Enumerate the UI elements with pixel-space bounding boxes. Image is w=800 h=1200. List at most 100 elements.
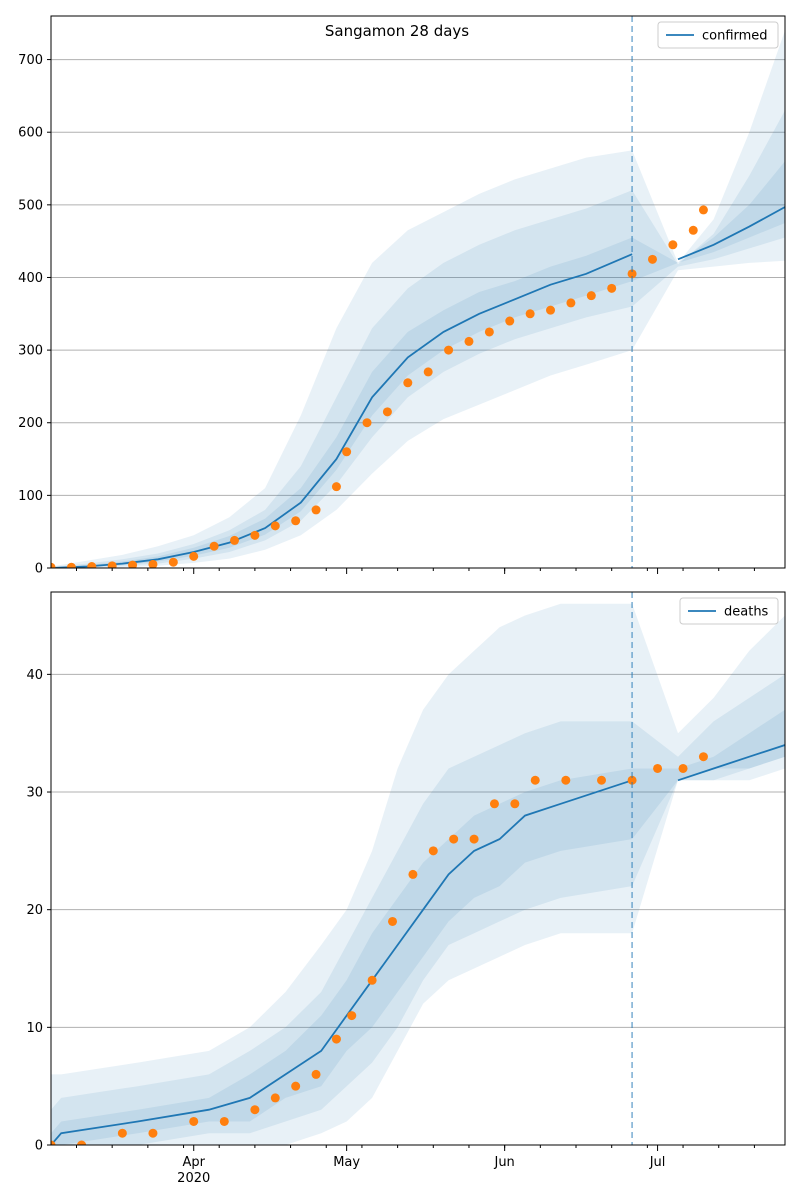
- legend: deaths: [679, 597, 779, 625]
- observed-point: [627, 775, 637, 785]
- y-tick-label: 400: [18, 271, 43, 286]
- observed-point: [148, 1128, 158, 1138]
- y-tick-label: 10: [26, 1021, 43, 1036]
- observed-point: [148, 559, 158, 568]
- observed-point: [647, 254, 657, 264]
- observed-point: [653, 763, 663, 773]
- observed-point: [270, 521, 280, 531]
- observed-point: [168, 557, 178, 567]
- observed-point: [189, 1116, 199, 1126]
- observed-point: [250, 530, 260, 540]
- y-tick-label: 600: [18, 126, 43, 141]
- observed-point: [250, 1105, 260, 1115]
- observed-point: [678, 763, 688, 773]
- observed-point: [566, 298, 576, 308]
- plot-area: [51, 30, 785, 568]
- x-year-label: 2020: [177, 1171, 210, 1186]
- observed-point: [311, 1069, 321, 1079]
- confirmed-panel: 0 100 200 300 400 500 600 700 confirmed: [18, 15, 786, 577]
- observed-point: [510, 799, 520, 809]
- observed-point: [403, 378, 413, 388]
- observed-point: [347, 1011, 357, 1021]
- observed-point: [342, 447, 352, 457]
- observed-point: [449, 834, 459, 844]
- observed-point: [209, 541, 219, 551]
- y-tick-label: 200: [18, 416, 43, 431]
- observed-point: [331, 1034, 341, 1044]
- legend: confirmed: [657, 21, 779, 49]
- observed-point: [668, 240, 678, 250]
- observed-point: [469, 834, 479, 844]
- observed-point: [270, 1093, 280, 1103]
- legend-label: confirmed: [702, 29, 768, 44]
- y-tick-label: 30: [26, 786, 43, 801]
- y-tick-label: 700: [18, 53, 43, 68]
- observed-point: [698, 752, 708, 762]
- y-tick-label: 300: [18, 344, 43, 359]
- legend-box: [657, 21, 779, 49]
- observed-point: [382, 407, 392, 417]
- observed-point: [428, 846, 438, 856]
- median-line-forecast: [677, 744, 785, 782]
- y-tick-label: 500: [18, 198, 43, 213]
- uncertainty-band-middle: [51, 110, 785, 568]
- uncertainty-band-outer: [51, 30, 785, 568]
- uncertainty-band-inner: [51, 161, 785, 568]
- observed-point: [128, 560, 138, 568]
- observed-point: [331, 482, 341, 492]
- y-tick-label: 100: [18, 489, 43, 504]
- observed-point: [230, 535, 239, 545]
- observed-point: [51, 1140, 56, 1145]
- observed-point: [444, 345, 454, 355]
- uncertainty-band-middle: [51, 674, 785, 1145]
- uncertainty-band-outer: [51, 603, 785, 1145]
- median-line-fit: [51, 253, 633, 568]
- x-tick-label: Jun: [493, 1155, 514, 1170]
- observed-point: [561, 775, 571, 785]
- y-tick-label: 40: [26, 668, 43, 683]
- observed-point: [189, 551, 199, 561]
- observed-point: [408, 869, 418, 879]
- observed-point: [87, 562, 97, 568]
- uncertainty-band-inner: [51, 709, 785, 1145]
- observed-point: [586, 291, 596, 301]
- observed-point: [51, 562, 56, 568]
- observed-point: [219, 1116, 229, 1126]
- observed-point: [546, 305, 556, 315]
- axes-frame: [50, 15, 786, 569]
- observed-point: [388, 916, 398, 926]
- observed-point: [489, 799, 499, 809]
- observed-point: [362, 418, 372, 428]
- axes-frame: [50, 591, 786, 1146]
- legend-label: deaths: [724, 605, 769, 620]
- observed-point: [688, 225, 698, 235]
- observed-point: [627, 269, 637, 279]
- legend-box: [679, 597, 779, 625]
- chart-title: Sangamon 28 days: [325, 22, 469, 40]
- observed-point: [698, 205, 708, 215]
- y-tick-label: 0: [35, 1139, 43, 1154]
- observed-point: [525, 309, 535, 319]
- y-tick-label: 0: [35, 562, 43, 577]
- observed-point: [505, 316, 515, 326]
- observed-point: [464, 336, 474, 346]
- observed-point: [107, 561, 117, 568]
- observed-point: [66, 562, 76, 568]
- observed-point: [484, 327, 494, 337]
- observed-point: [291, 516, 301, 526]
- observed-point: [597, 775, 606, 785]
- observed-point: [607, 283, 617, 293]
- observed-point: [423, 367, 433, 377]
- observed-point: [530, 775, 540, 785]
- median-line-forecast: [677, 206, 785, 261]
- observed-point: [117, 1128, 127, 1138]
- observed-point: [77, 1140, 87, 1145]
- observed-point: [291, 1081, 301, 1091]
- x-tick-label: Apr: [182, 1155, 205, 1170]
- x-tick-label: May: [333, 1155, 360, 1170]
- deaths-panel: 0 10 20 30 40 Apr May Jun Jul 2020 deaths: [26, 591, 786, 1186]
- plot-area: [51, 603, 785, 1145]
- observed-point: [311, 505, 321, 515]
- x-tick-label: Jul: [649, 1155, 666, 1170]
